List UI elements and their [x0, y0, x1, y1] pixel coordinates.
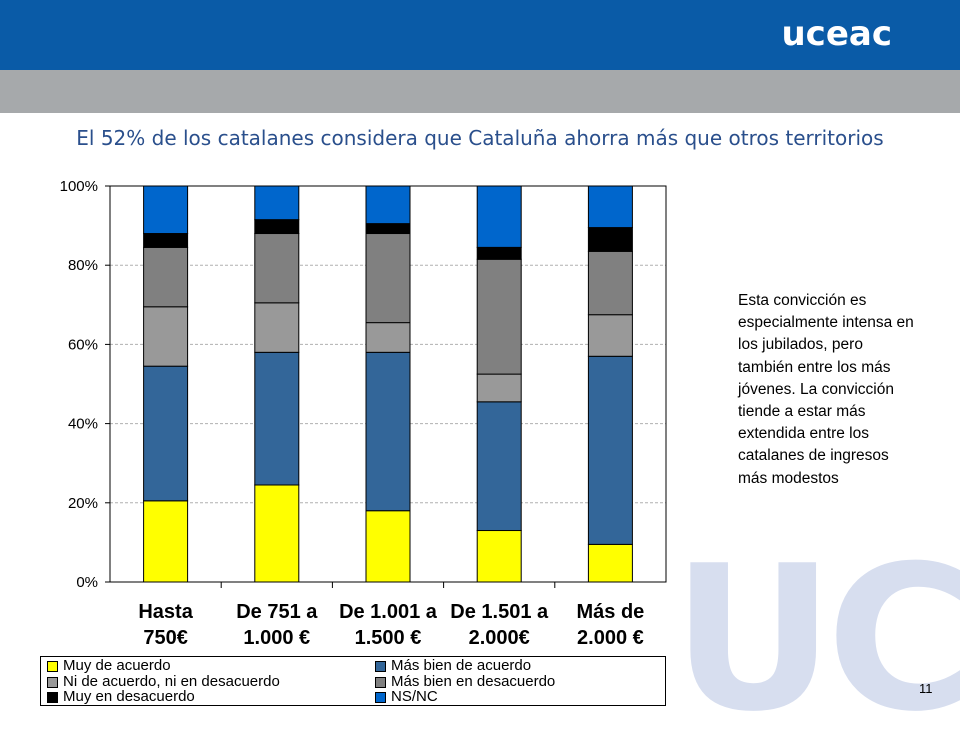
x-category-label: 2.000€ [469, 627, 530, 649]
legend-label: Más bien de acuerdo [391, 657, 532, 674]
y-tick-label: 0% [76, 574, 98, 591]
bar-segment [254, 484, 300, 583]
bar-segment [365, 322, 411, 353]
bar-segment [365, 223, 411, 235]
bar-segment [476, 373, 522, 403]
bar-segment [476, 185, 522, 248]
bar-segment [476, 401, 522, 532]
x-category-label: 750€ [143, 627, 188, 649]
x-category-label: De 1.001 a [339, 601, 438, 623]
bar-segment [254, 351, 300, 486]
bar-segment [254, 219, 300, 235]
x-category-label: De 751 a [236, 601, 318, 623]
uceac-logo: uceac [781, 14, 892, 54]
x-category-label: 2.000 € [577, 627, 644, 649]
legend-label: Más bien en desacuerdo [391, 672, 556, 690]
bar-segment [587, 314, 633, 357]
chart-legend: Muy de acuerdo Más bien de acuerdo Ni de a… [40, 656, 666, 706]
stacked-bar-chart: 0% 20% 40% 60% 80% 100% Hasta 750€ De 751 a 1.000… [60, 178, 667, 649]
bar-segment [476, 246, 522, 260]
legend-swatch [47, 661, 58, 672]
bar-segment [365, 510, 411, 583]
x-category-label: 1.500 € [355, 627, 422, 649]
bar-segment [254, 302, 300, 353]
y-tick-label: 60% [68, 336, 98, 353]
legend-swatch [375, 661, 386, 672]
bar-segment [587, 227, 633, 252]
legend-swatch [375, 692, 386, 703]
y-tick-label: 100% [60, 178, 98, 195]
bar-segment [476, 530, 522, 583]
bar-segment [587, 543, 633, 583]
x-category-label: 1.000 € [243, 627, 310, 649]
bar-segment [143, 365, 189, 502]
bar-segment [143, 500, 189, 583]
x-category-label: Hasta [138, 601, 193, 623]
bar-segment [476, 258, 522, 375]
bar-segment [143, 246, 189, 308]
bar-segment [365, 185, 411, 225]
y-tick-label: 80% [68, 257, 98, 274]
x-category-label: Más de [576, 601, 644, 623]
header-subbar [0, 70, 960, 113]
page-number: 11 [919, 681, 933, 696]
bar-segment [143, 233, 189, 248]
uc-watermark: UC [672, 523, 960, 756]
x-category-label: De 1.501 a [450, 601, 549, 623]
legend-label: Muy en desacuerdo [63, 688, 195, 705]
bar-segment [254, 233, 300, 304]
header-bar [0, 0, 960, 70]
bar-segment [587, 250, 633, 316]
legend-label: Muy de acuerdo [63, 657, 171, 674]
y-tick-label: 20% [68, 495, 98, 512]
side-note: Esta convicción es especialmente intensa… [738, 292, 914, 487]
bar-segment [143, 185, 189, 235]
bar-segment [365, 233, 411, 324]
legend-label: NS/NC [391, 688, 438, 705]
bar-segment [143, 306, 189, 367]
bar-segment [254, 185, 300, 221]
bar-segment [587, 355, 633, 545]
legend-label: Ni de acuerdo, ni en desacuerdo [63, 672, 280, 690]
y-tick-label: 40% [68, 416, 98, 433]
slide-title: El 52% de los catalanes considera que Ca… [76, 126, 884, 150]
legend-swatch [47, 676, 58, 688]
bar-segment [365, 351, 411, 512]
bar-segment [587, 185, 633, 229]
legend-swatch [47, 692, 58, 703]
legend-swatch [375, 676, 386, 688]
